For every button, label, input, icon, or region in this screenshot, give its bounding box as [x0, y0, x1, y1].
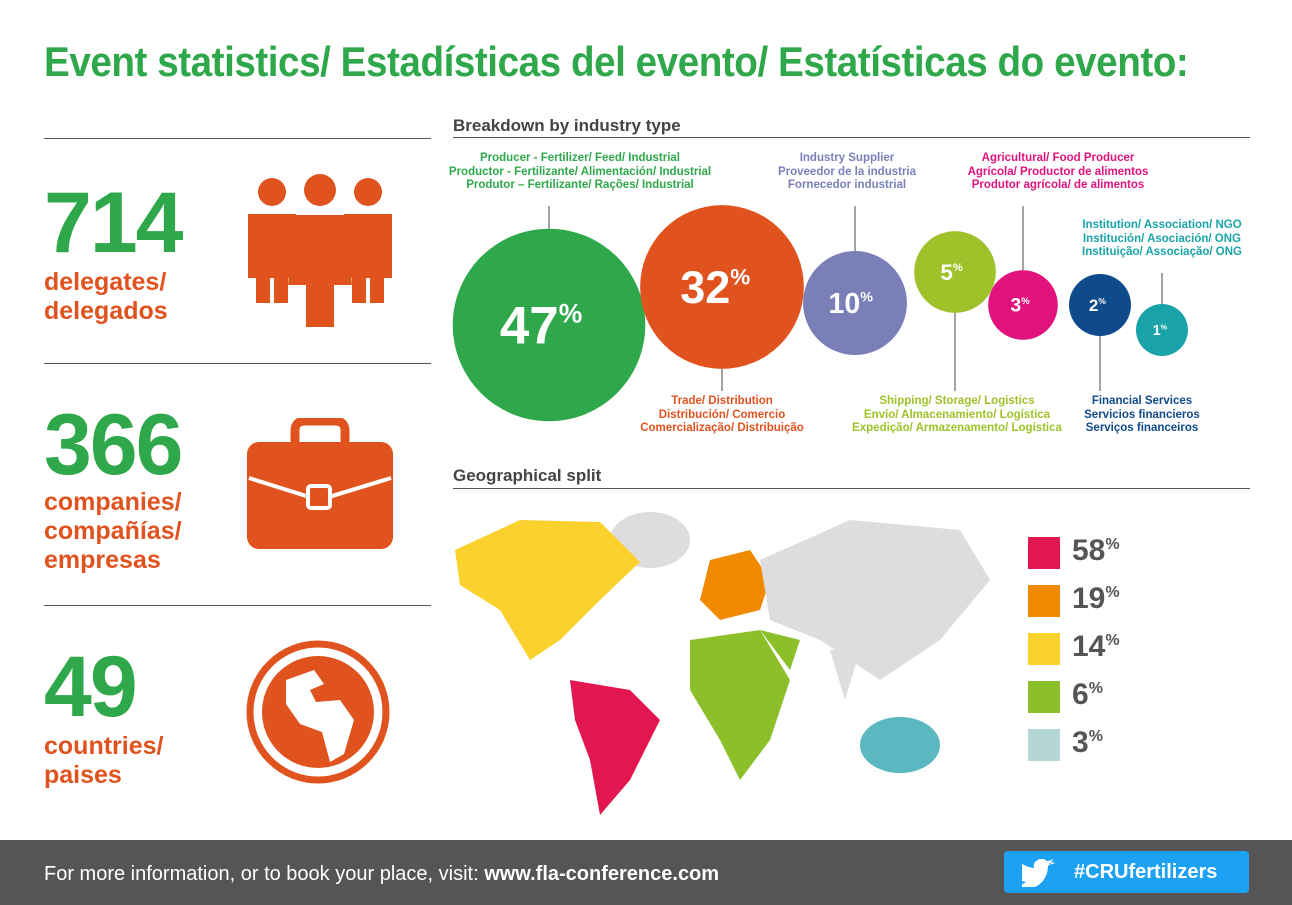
legend-value: 3%	[1072, 726, 1103, 760]
segment-label: Industry Supplier Proveedor de la indust…	[777, 152, 917, 191]
bubble-unit: %	[730, 265, 750, 290]
legend-unit: %	[1105, 632, 1120, 649]
bubble-label: 10%	[828, 288, 873, 320]
bubble	[1069, 274, 1131, 336]
segment-label: Financial Services Servicios financieros…	[1084, 395, 1200, 434]
stat-number: 49	[44, 639, 138, 735]
segment-label: Trade/ Distribution Distribución/ Comerc…	[640, 395, 804, 434]
bubble-unit: %	[559, 298, 583, 328]
legend-unit: %	[1088, 680, 1103, 697]
twitter-button[interactable]: #CRUfertilizers	[1004, 851, 1249, 893]
bubble-unit: %	[1098, 296, 1106, 306]
footer-text: For more information, or to book your pl…	[44, 863, 719, 886]
legend-number: 19	[1072, 582, 1106, 615]
bubble	[988, 270, 1058, 340]
bubble-unit: %	[1021, 296, 1030, 307]
bubble-unit: %	[860, 290, 873, 306]
bubble-value: 1	[1153, 323, 1161, 339]
bubble-value: 5	[940, 260, 952, 285]
divider	[44, 138, 431, 139]
legend-value: 6%	[1072, 678, 1103, 712]
stat-label: companies/ compañías/ empresas	[44, 488, 182, 574]
legend-number: 14	[1072, 630, 1106, 663]
legend-value: 14%	[1072, 630, 1120, 664]
bubble	[1136, 304, 1188, 356]
bubble-label: 32%	[680, 262, 750, 313]
globe-icon	[246, 640, 390, 784]
bubble	[803, 251, 907, 355]
segment-label: Agricultural/ Food Producer Agrícola/ Pr…	[967, 152, 1149, 191]
bubble-value: 10	[828, 288, 860, 320]
people-icon	[248, 174, 392, 327]
legend-swatch	[1028, 633, 1060, 665]
hashtag: #CRUfertilizers	[1074, 861, 1218, 883]
section-title: Geographical split	[453, 466, 602, 485]
bubble-label: 1%	[1153, 323, 1168, 339]
stat-number: 714	[44, 175, 183, 271]
bubble-chart: 47%32%10%5%3% 2%1%	[452, 205, 1188, 422]
legend-value: 19%	[1072, 582, 1120, 616]
section-title: Breakdown by industry type	[453, 116, 681, 135]
bubble-label: 47%	[500, 297, 582, 356]
legend-unit: %	[1088, 728, 1103, 745]
legend-value: 58%	[1072, 534, 1120, 568]
legend-swatch	[1028, 537, 1060, 569]
segment-label: Institution/ Association/ NGO Institució…	[1082, 219, 1242, 258]
legend-number: 3	[1072, 726, 1089, 759]
legend-number: 6	[1072, 678, 1089, 711]
stat-label: delegates/ delegados	[44, 268, 168, 325]
title: Event statistics/ Estadísticas del event…	[44, 38, 1189, 85]
divider	[44, 363, 431, 364]
bubble	[452, 228, 646, 422]
legend-swatch	[1028, 585, 1060, 617]
bubble-value: 2	[1089, 296, 1098, 315]
bubble-label: 3%	[1011, 296, 1031, 317]
legend-unit: %	[1105, 584, 1120, 601]
bubble-value: 47	[500, 297, 559, 356]
bubble-unit: %	[1161, 323, 1168, 331]
divider	[44, 605, 431, 606]
bubble	[640, 205, 804, 369]
legend-swatch	[1028, 681, 1060, 713]
stat-number: 366	[44, 397, 183, 493]
twitter-bird	[1022, 859, 1055, 887]
footer-info: For more information, or to book your pl…	[44, 863, 479, 885]
stat-label: countries/ paises	[44, 732, 164, 789]
bubble-unit: %	[953, 262, 963, 274]
divider	[453, 488, 1250, 489]
segment-label: Shipping/ Storage/ Logistics Envío/ Alma…	[852, 395, 1062, 434]
bubble-value: 32	[680, 262, 730, 313]
divider	[453, 137, 1250, 138]
legend-number: 58	[1072, 534, 1106, 567]
footer-link[interactable]: www.fla-conference.com	[484, 863, 720, 885]
bubble-label: 2%	[1089, 296, 1106, 315]
legend-swatch	[1028, 729, 1060, 761]
briefcase-icon	[247, 418, 393, 549]
legend-unit: %	[1105, 536, 1120, 553]
bubble-value: 3	[1011, 296, 1022, 317]
bubble-label: 5%	[940, 260, 962, 285]
world-map	[455, 512, 990, 815]
segment-label: Producer - Fertilizer/ Feed/ Industrial …	[448, 152, 712, 191]
bubble	[914, 231, 996, 313]
